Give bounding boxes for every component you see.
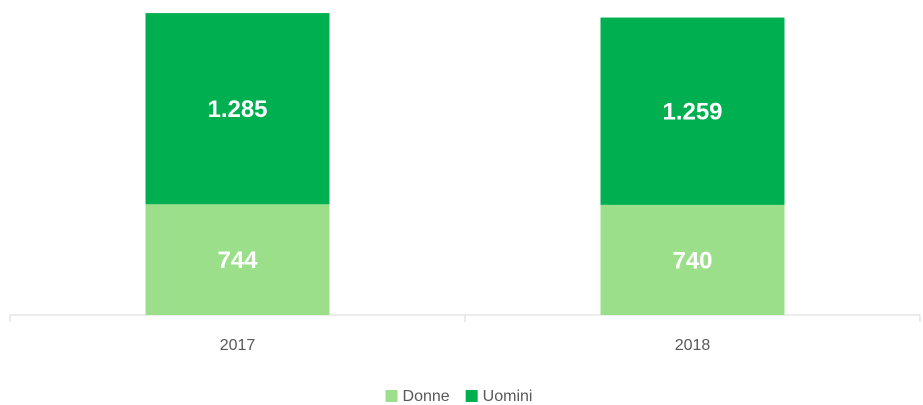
legend-swatch: [385, 390, 398, 402]
data-label: 1.259: [662, 99, 722, 126]
legend-label: Donne: [403, 388, 450, 405]
legend-swatch: [465, 390, 478, 402]
bar-segment: [145, 204, 330, 315]
bar-segment: [145, 13, 330, 205]
bar-segment: [600, 204, 785, 315]
data-label: 740: [672, 247, 712, 274]
x-tick-label: 2018: [675, 337, 711, 354]
data-label: 1.285: [207, 96, 267, 123]
x-tick-label: 2017: [220, 337, 256, 354]
data-label: 744: [217, 247, 258, 274]
bar-segment: [600, 17, 785, 205]
legend-label: Uomini: [483, 388, 533, 405]
